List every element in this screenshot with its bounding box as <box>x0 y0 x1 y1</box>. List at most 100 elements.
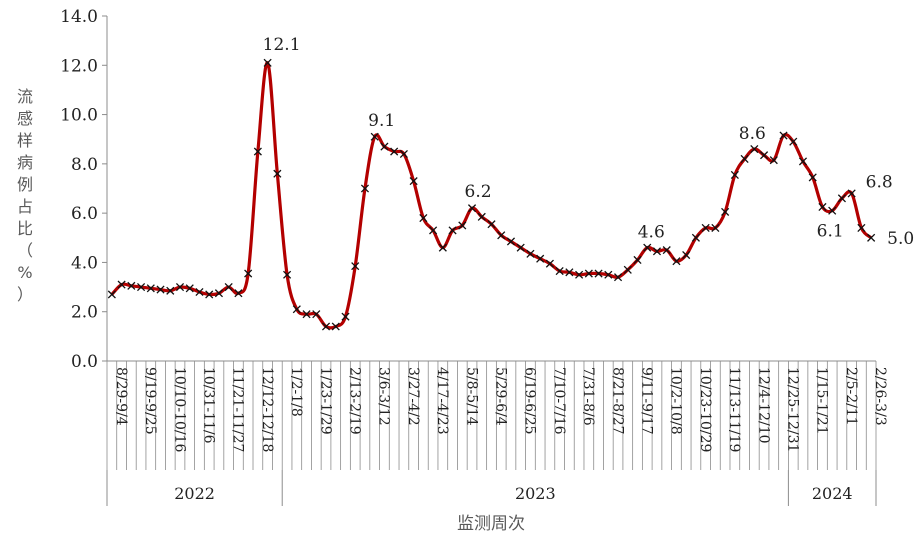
data-point <box>146 284 155 293</box>
data-point <box>769 156 778 165</box>
x-tick-label: 1/2-1/8 <box>288 367 304 417</box>
data-point <box>721 207 730 216</box>
x-tick-label: 2/13-2/19 <box>346 367 362 435</box>
data-point <box>302 310 311 319</box>
data-point <box>312 310 321 319</box>
data-point <box>175 283 185 292</box>
data-point <box>283 270 292 279</box>
y-tick-label: 8.0 <box>71 155 98 175</box>
data-label: 6.8 <box>866 172 893 192</box>
data-point <box>292 305 301 314</box>
data-point <box>516 243 525 252</box>
data-point <box>575 270 584 279</box>
data-point <box>779 131 788 140</box>
data-point <box>127 281 136 290</box>
y-tick-label: 4.0 <box>71 253 98 273</box>
x-tick-label: 2/5-2/11 <box>843 367 859 426</box>
year-label: 2024 <box>812 484 853 503</box>
data-point <box>604 270 613 279</box>
data-point <box>759 151 769 160</box>
data-point <box>467 204 477 213</box>
data-point <box>682 250 691 260</box>
data-point <box>643 243 652 252</box>
data-point <box>107 290 116 299</box>
data-point <box>477 212 486 221</box>
data-point <box>331 322 340 331</box>
data-label: 6.1 <box>817 222 844 242</box>
x-tick-label: 10/23-10/29 <box>697 367 713 452</box>
data-label: 8.6 <box>739 124 766 144</box>
year-label: 2022 <box>174 484 215 503</box>
data-point <box>837 194 846 203</box>
year-labels: 2022 2023 2024 <box>174 484 852 503</box>
data-point <box>565 268 574 277</box>
data-point <box>458 221 467 230</box>
data-label: 9.1 <box>368 111 395 131</box>
x-tick-label: 10/2-10/8 <box>668 367 684 435</box>
y-tick-label: 14.0 <box>60 7 98 27</box>
data-point <box>185 284 194 293</box>
x-tick-label: 10/31-11/6 <box>200 367 216 444</box>
data-point <box>672 257 681 266</box>
data-point <box>244 269 253 278</box>
data-point <box>633 255 642 265</box>
data-point <box>750 145 759 154</box>
x-tick-label: 8/29-9/4 <box>113 367 129 426</box>
x-tick-label: 7/31-8/6 <box>580 367 596 426</box>
data-point <box>487 220 496 229</box>
data-point <box>828 206 837 215</box>
x-tick-label: 7/10-7/16 <box>551 367 567 435</box>
data-point <box>360 184 370 193</box>
data-point <box>253 147 262 156</box>
data-point <box>409 177 418 186</box>
x-tick-label: 12/12-12/18 <box>259 367 275 452</box>
data-point <box>818 202 827 212</box>
x-tick-label: 1/23-1/29 <box>317 367 333 435</box>
x-tick-label: 10/10-10/16 <box>171 367 187 453</box>
data-point <box>117 280 126 289</box>
data-point <box>351 262 360 271</box>
data-point <box>613 273 623 282</box>
x-tick-label: 6/19-6/25 <box>522 367 538 435</box>
y-axis-label: 流感样病例占比（%） <box>16 87 33 304</box>
data-point <box>380 142 389 151</box>
data-point <box>545 259 554 268</box>
x-tick-label: 8/21-8/27 <box>609 367 625 435</box>
x-axis-label: 监测周次 <box>457 514 525 534</box>
data-point <box>341 312 350 321</box>
data-point <box>711 223 720 232</box>
data-point <box>166 286 175 295</box>
series-markers <box>107 58 876 331</box>
x-tick-label: 11/13-11/19 <box>726 367 742 452</box>
x-tick-label: 11/21-11/27 <box>230 367 246 452</box>
data-point <box>156 285 165 294</box>
x-tick-label: 2/26-3/3 <box>872 367 888 426</box>
x-tick-label: 9/11-9/17 <box>639 367 655 435</box>
x-tick-label: 5/8-5/14 <box>463 367 479 426</box>
data-point <box>390 147 399 156</box>
y-tick-label: 12.0 <box>60 56 98 76</box>
data-point <box>448 226 457 235</box>
data-point <box>234 289 243 298</box>
year-label: 2023 <box>515 484 556 503</box>
x-tick-label: 1/15-1/21 <box>814 367 830 435</box>
data-point <box>506 237 516 246</box>
x-tick-label: 3/6-3/12 <box>376 367 392 426</box>
data-point <box>847 189 856 198</box>
data-point <box>370 132 379 141</box>
data-point <box>623 265 632 274</box>
data-point <box>867 233 876 242</box>
data-point <box>438 243 447 252</box>
data-point <box>195 287 204 297</box>
data-label: 5.0 <box>887 229 914 249</box>
axes <box>102 15 877 506</box>
data-label: 12.1 <box>263 35 301 55</box>
data-point <box>662 246 671 255</box>
x-tick-label: 4/17-4/23 <box>434 367 450 435</box>
data-point <box>789 137 798 146</box>
data-point <box>740 154 749 163</box>
x-tick-label: 12/25-12/31 <box>785 367 801 452</box>
y-tick-label: 10.0 <box>60 106 98 126</box>
x-tick-label: 3/27-4/2 <box>405 367 421 426</box>
data-point <box>399 149 408 159</box>
